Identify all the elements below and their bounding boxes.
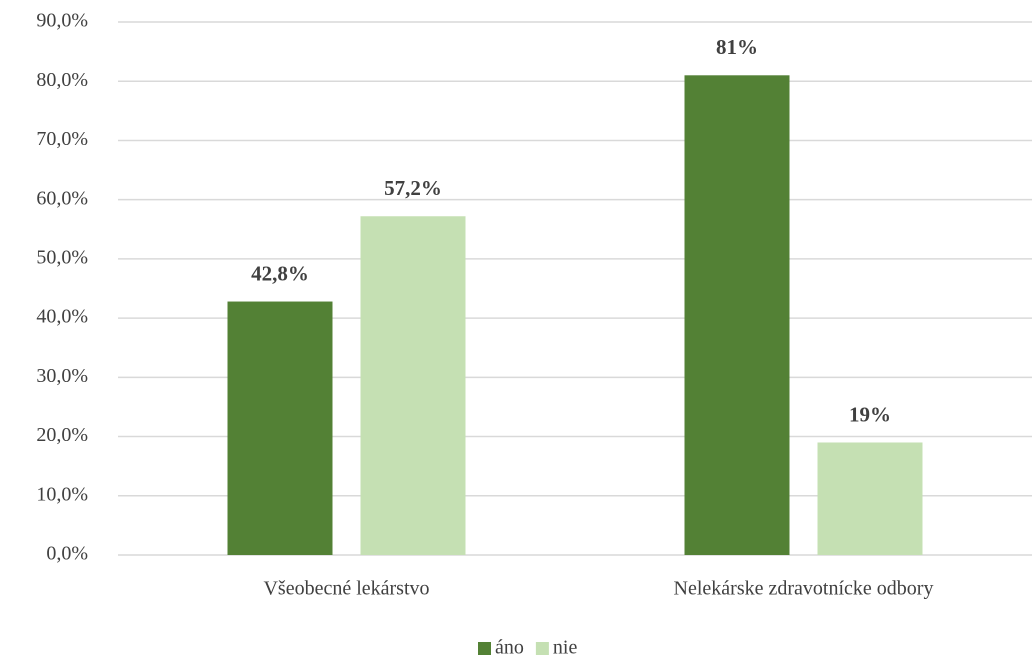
y-tick-label: 30,0%: [36, 365, 88, 387]
legend-swatch: [535, 642, 549, 655]
bar: [817, 442, 923, 555]
bar: [684, 75, 790, 556]
bar: [227, 301, 333, 555]
y-tick-label: 90,0%: [36, 10, 88, 32]
x-tick-label: Všeobecné lekárstvo: [263, 578, 429, 600]
y-tick-label: 10,0%: [36, 483, 88, 505]
legend-label: nie: [553, 637, 578, 659]
value-label: 19%: [849, 402, 891, 426]
x-tick-label: Nelekárske zdravotnícke odbory: [674, 578, 934, 600]
value-label: 42,8%: [251, 261, 309, 285]
value-label: 81%: [716, 35, 758, 59]
y-tick-label: 70,0%: [36, 128, 88, 150]
value-label: 57,2%: [384, 176, 442, 200]
y-tick-label: 50,0%: [36, 246, 88, 268]
bar: [360, 216, 466, 555]
y-tick-label: 80,0%: [36, 69, 88, 91]
legend-label: áno: [495, 637, 524, 659]
y-tick-label: 20,0%: [36, 424, 88, 446]
y-tick-label: 60,0%: [36, 187, 88, 209]
legend-swatch: [478, 642, 491, 655]
y-tick-label: 0,0%: [46, 543, 88, 565]
y-tick-label: 40,0%: [36, 306, 88, 328]
